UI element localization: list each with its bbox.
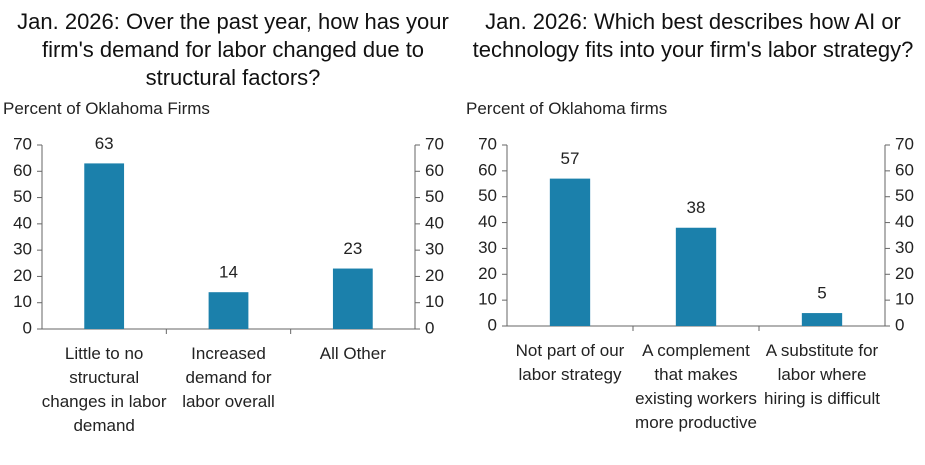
bar (84, 163, 125, 329)
y-tick-label: 60 (478, 160, 497, 179)
y2-tick-label: 0 (895, 315, 904, 334)
y2-tick-label: 50 (895, 186, 914, 205)
data-label: 38 (687, 198, 706, 217)
data-label: 57 (561, 149, 580, 168)
y2-tick-label: 70 (425, 134, 444, 153)
y2-tick-label: 30 (895, 238, 914, 257)
x-tick-label: A complement that makes existing workers… (635, 341, 757, 432)
y2-tick-label: 20 (895, 264, 914, 283)
y-tick-label: 40 (478, 212, 497, 231)
data-label: 23 (343, 239, 362, 258)
y-tick-label: 0 (488, 315, 497, 334)
y-tick-label: 50 (13, 187, 32, 206)
y2-tick-label: 40 (425, 213, 444, 232)
x-tick-label: A substitute for labor where hiring is d… (764, 341, 880, 408)
x-tick-label: Not part of our labor strategy (515, 341, 625, 384)
y2-tick-label: 60 (425, 161, 444, 180)
y-tick-label: 50 (478, 186, 497, 205)
y-tick-label: 10 (13, 292, 32, 311)
bar (332, 268, 373, 329)
y2-tick-label: 70 (895, 134, 914, 153)
y-tick-label: 20 (478, 264, 497, 283)
y2-tick-label: 60 (895, 160, 914, 179)
y2-tick-label: 10 (425, 292, 444, 311)
data-label: 5 (817, 284, 826, 303)
y-tick-label: 0 (23, 318, 32, 337)
chart-title: Jan. 2026: Which best describes how AI o… (472, 9, 914, 62)
x-tick-label: All Other (319, 344, 386, 363)
bar (801, 313, 843, 326)
y-tick-label: 40 (13, 213, 32, 232)
y-tick-label: 20 (13, 266, 32, 285)
y-tick-label: 60 (13, 161, 32, 180)
y2-tick-label: 30 (425, 240, 444, 259)
y-tick-label: 30 (13, 240, 32, 259)
y2-tick-label: 10 (895, 290, 914, 309)
y-axis-label: Percent of Oklahoma Firms (3, 99, 210, 118)
y-tick-label: 30 (478, 238, 497, 257)
y-axis-label: Percent of Oklahoma firms (466, 99, 668, 118)
y2-tick-label: 50 (425, 187, 444, 206)
chart-title: Jan. 2026: Over the past year, how has y… (17, 9, 449, 90)
y2-tick-label: 40 (895, 212, 914, 231)
x-tick-label: Increased demand for labor overall (182, 344, 275, 411)
data-label: 14 (219, 263, 238, 282)
bar (675, 227, 717, 326)
y2-tick-label: 20 (425, 266, 444, 285)
bar (208, 292, 249, 329)
bar (549, 178, 591, 326)
y-tick-label: 70 (478, 134, 497, 153)
data-label: 63 (95, 134, 114, 153)
y-tick-label: 70 (13, 134, 32, 153)
x-tick-label: Little to no structural changes in labor… (41, 344, 167, 435)
y-tick-label: 10 (478, 290, 497, 309)
y2-tick-label: 0 (425, 318, 434, 337)
